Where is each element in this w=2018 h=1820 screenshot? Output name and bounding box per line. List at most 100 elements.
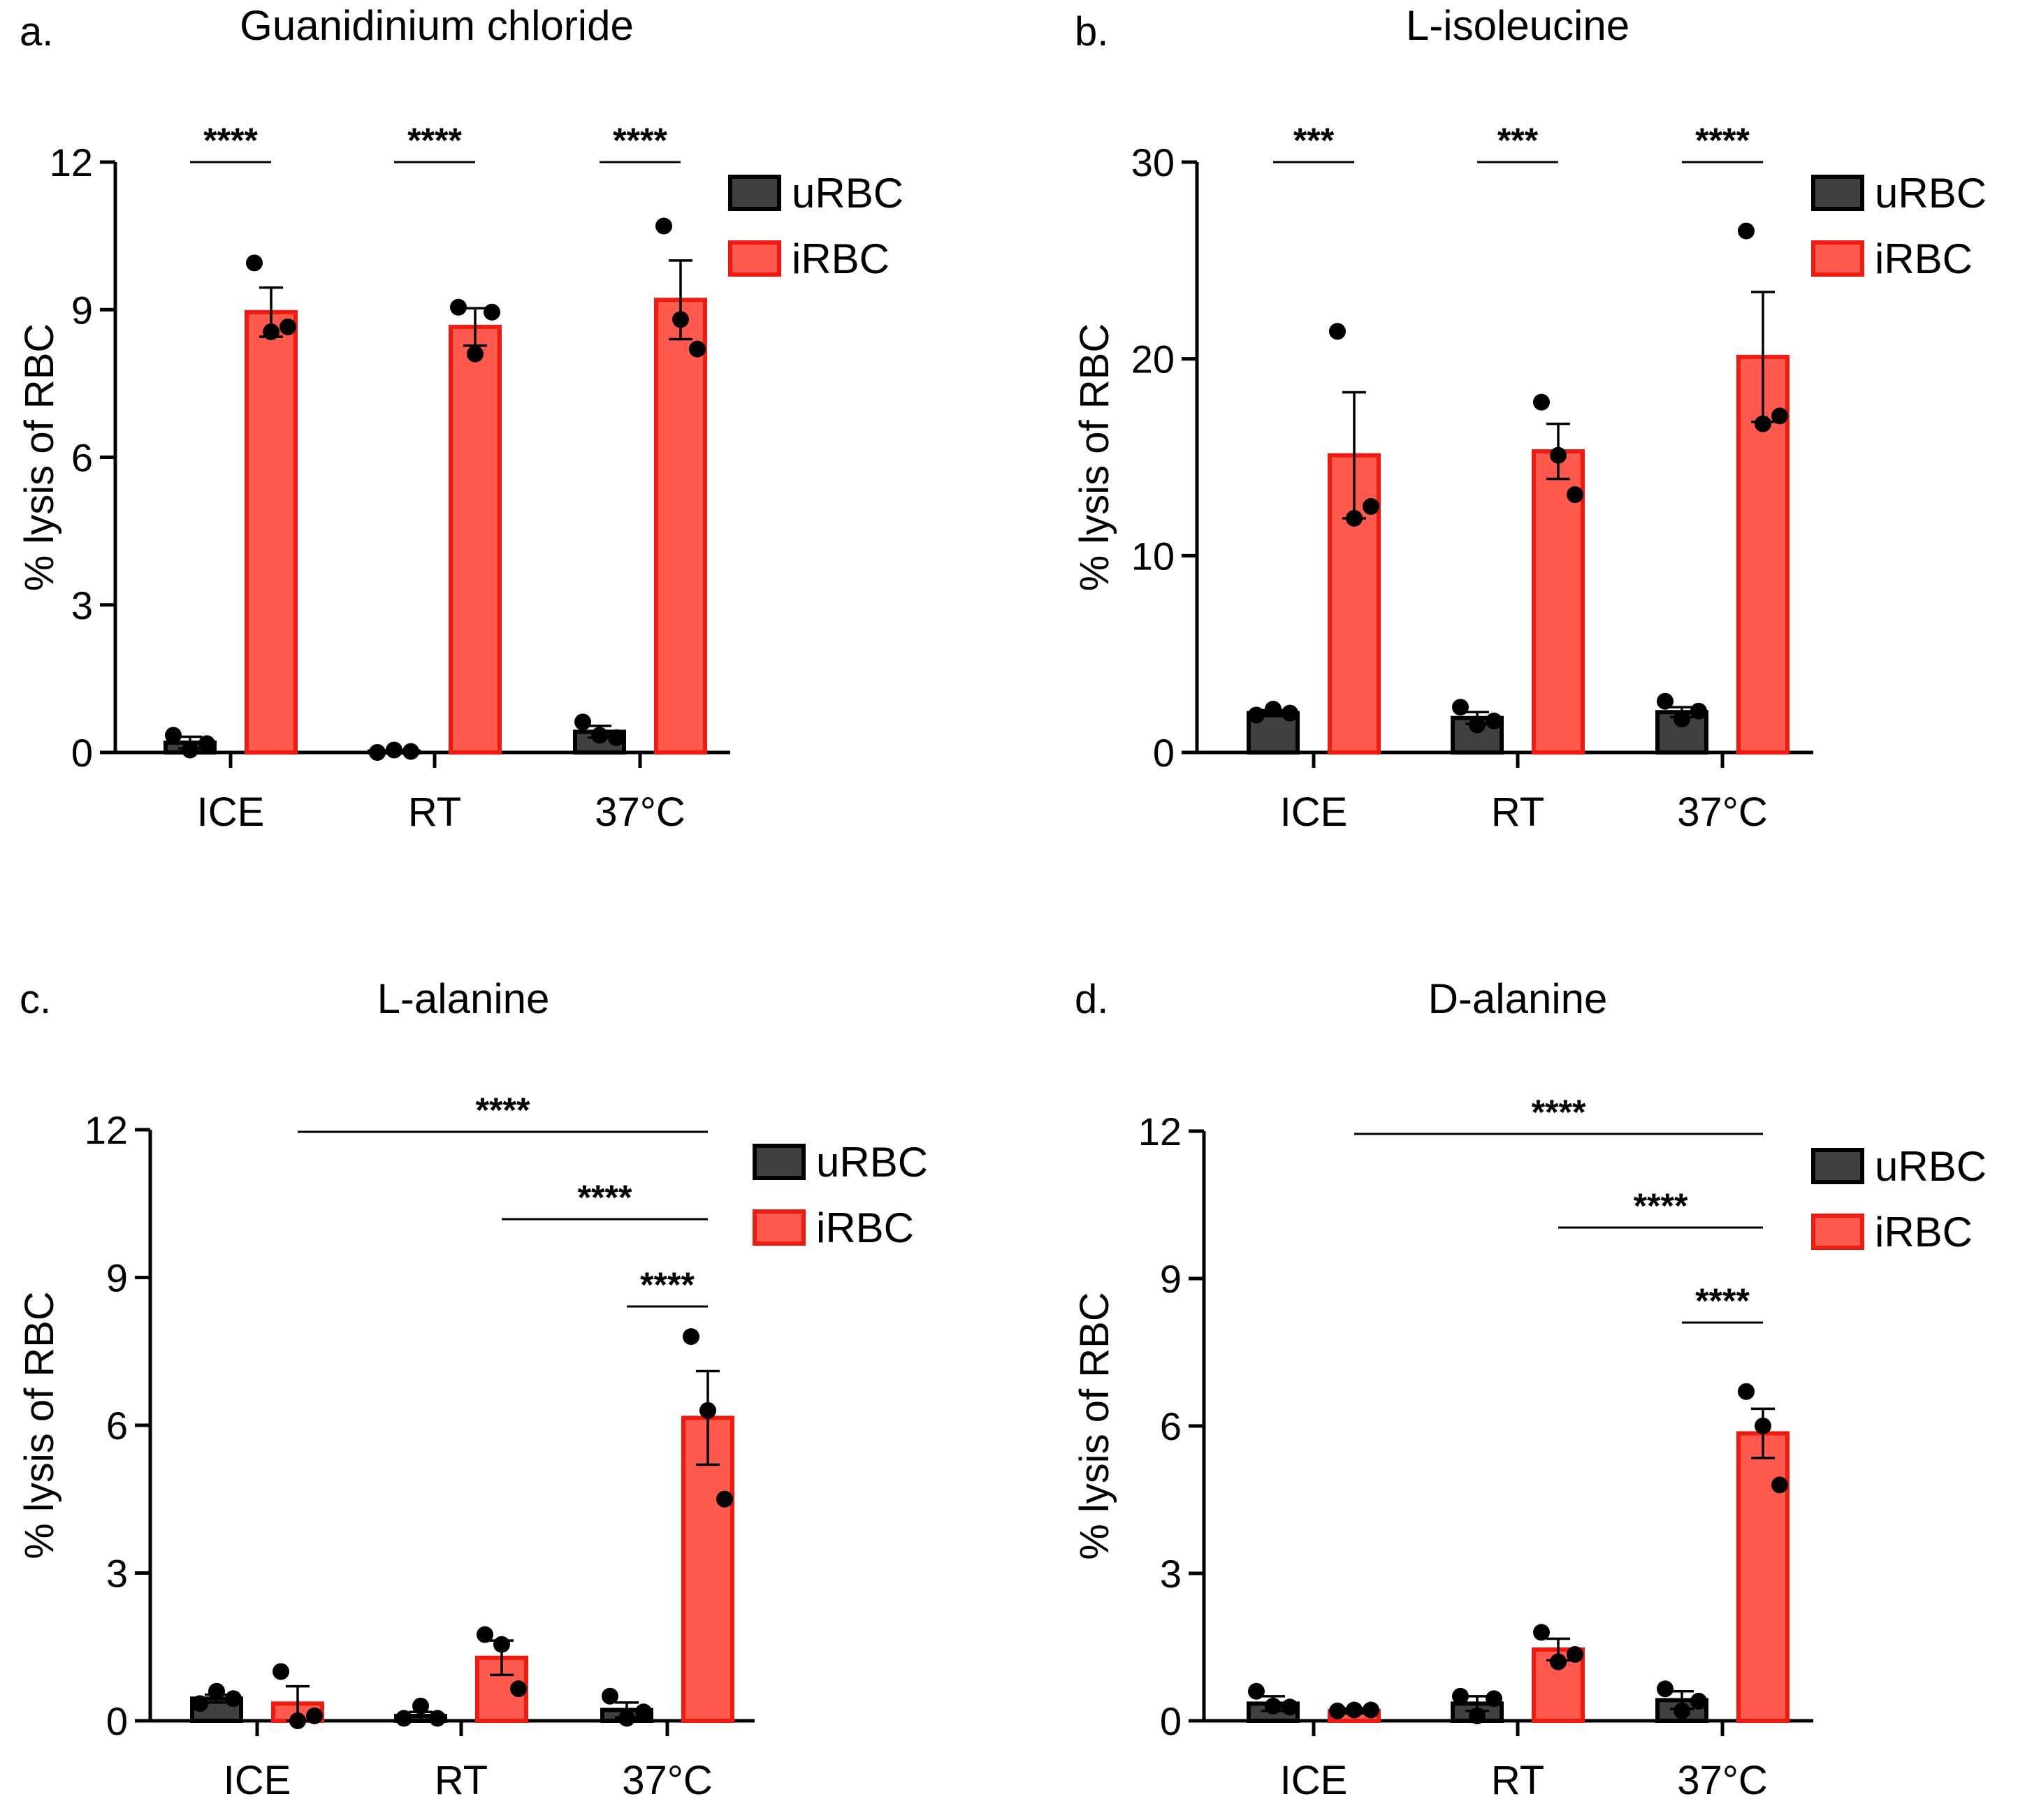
data-point	[1486, 1690, 1502, 1708]
data-point	[273, 1663, 289, 1680]
data-point	[1248, 706, 1265, 724]
data-point	[1452, 1687, 1469, 1705]
y-tick-label: 0	[106, 1699, 128, 1743]
legend-swatch-uRBC	[728, 175, 781, 211]
data-point	[386, 741, 402, 759]
data-point	[1550, 446, 1567, 464]
data-point	[699, 1402, 716, 1419]
y-axis-label: % lysis of RBC	[1072, 1292, 1117, 1560]
x-tick-label: ICE	[224, 1758, 291, 1803]
bar-iRBC-37°C	[1736, 1431, 1790, 1724]
y-tick-label: 20	[1131, 337, 1175, 381]
data-point	[246, 254, 263, 272]
chart-panel-d: d. D-alanine % lysis of RBC 0 3 6 9 12 ICE RT 37°C…	[1072, 975, 1987, 1803]
data-point	[1657, 1680, 1674, 1698]
x-tick-label: ICE	[1280, 789, 1348, 835]
x-tick-label: ICE	[1280, 1758, 1348, 1803]
data-point	[1533, 393, 1550, 411]
data-point	[477, 1626, 493, 1643]
y-tick-label: 12	[1138, 1109, 1182, 1153]
data-point	[1329, 1702, 1346, 1719]
data-point	[1346, 509, 1363, 527]
legend-swatch-uRBC	[1811, 175, 1864, 211]
data-point	[1486, 712, 1502, 729]
significance-stars: ***	[1293, 121, 1335, 160]
data-point	[191, 1695, 208, 1712]
data-point	[165, 727, 182, 744]
x-tick-label: 37°C	[595, 789, 685, 835]
data-point	[655, 217, 672, 235]
legend: uRBC iRBC	[753, 1139, 928, 1251]
data-point	[467, 345, 484, 363]
x-tick-label: RT	[1491, 789, 1544, 835]
legend-label-uRBC: uRBC	[1875, 1143, 1987, 1190]
significance-stars: ****	[640, 1265, 695, 1304]
y-tick-label: 30	[1131, 140, 1175, 184]
data-point	[1265, 701, 1282, 718]
x-tick-label: ICE	[197, 789, 265, 835]
data-point	[429, 1710, 446, 1727]
significance-stars: ****	[1695, 121, 1750, 160]
data-point	[1329, 323, 1346, 340]
data-point	[1265, 1697, 1282, 1715]
y-tick-label: 6	[106, 1404, 128, 1448]
chart-title: L-isoleucine	[1406, 2, 1629, 49]
data-point	[225, 1690, 242, 1708]
legend-swatch-iRBC	[728, 240, 781, 277]
data-point	[1363, 497, 1379, 515]
data-point	[1282, 1698, 1298, 1716]
y-tick-label: 3	[106, 1552, 128, 1596]
data-point	[208, 1682, 225, 1700]
y-tick-label: 9	[71, 288, 93, 332]
legend-swatch-iRBC	[753, 1209, 806, 1246]
x-tick-label: RT	[435, 1758, 488, 1803]
chart-panel-a: a. Guanidinium chloride % lysis of RBC 0 3 6 9…	[17, 2, 903, 835]
significance-stars: ****	[613, 121, 667, 160]
bar-iRBC-37°C	[654, 298, 707, 755]
x-tick-label: 37°C	[1677, 1758, 1768, 1803]
data-point	[182, 741, 198, 759]
data-point	[689, 340, 706, 358]
significance-stars: ****	[407, 121, 462, 160]
legend-label-uRBC: uRBC	[792, 170, 903, 217]
significance-stars: ****	[1532, 1093, 1586, 1132]
data-point	[618, 1710, 635, 1727]
panel-letter: d.	[1075, 977, 1108, 1022]
data-point	[1533, 1624, 1550, 1641]
legend-label-iRBC: iRBC	[792, 235, 890, 282]
y-tick-label: 0	[1153, 731, 1175, 775]
chart-panel-b: b. L-isoleucine % lysis of RBC 0 10 20 30 ICE RT…	[1072, 2, 1987, 835]
y-axis-label: % lysis of RBC	[17, 323, 62, 592]
data-point	[1567, 486, 1583, 504]
significance-stars: ****	[578, 1178, 632, 1217]
data-point	[1738, 222, 1755, 240]
y-tick-label: 12	[50, 140, 93, 184]
data-point	[289, 1712, 306, 1729]
data-point	[716, 1490, 733, 1508]
panel-letter: a.	[20, 9, 53, 54]
legend-swatch-iRBC	[1811, 1214, 1864, 1250]
chart-title: D-alanine	[1428, 975, 1608, 1022]
x-tick-label: 37°C	[622, 1758, 713, 1803]
data-point	[1771, 407, 1788, 425]
y-tick-label: 0	[71, 731, 93, 775]
legend-swatch-uRBC	[753, 1144, 806, 1180]
data-point	[1755, 415, 1771, 432]
data-point	[1469, 716, 1486, 734]
y-tick-label: 0	[1160, 1699, 1182, 1743]
data-point	[635, 1703, 652, 1721]
chart-panel-c: c. L-alanine % lysis of RBC 0 3 6 9 12 ICE RT 37°C…	[17, 975, 928, 1803]
legend-label-iRBC: iRBC	[816, 1204, 914, 1251]
data-point	[1771, 1476, 1788, 1494]
bar-iRBC-RT	[449, 324, 502, 755]
y-tick-label: 10	[1131, 534, 1175, 578]
data-point	[510, 1680, 527, 1698]
data-point	[280, 318, 296, 335]
legend-label-iRBC: iRBC	[1875, 235, 1973, 282]
data-point	[1690, 1692, 1707, 1710]
legend: uRBC iRBC	[1811, 170, 1987, 282]
legend-label-iRBC: iRBC	[1875, 1209, 1973, 1255]
bar-iRBC-ICE	[245, 310, 298, 755]
data-point	[608, 729, 625, 746]
